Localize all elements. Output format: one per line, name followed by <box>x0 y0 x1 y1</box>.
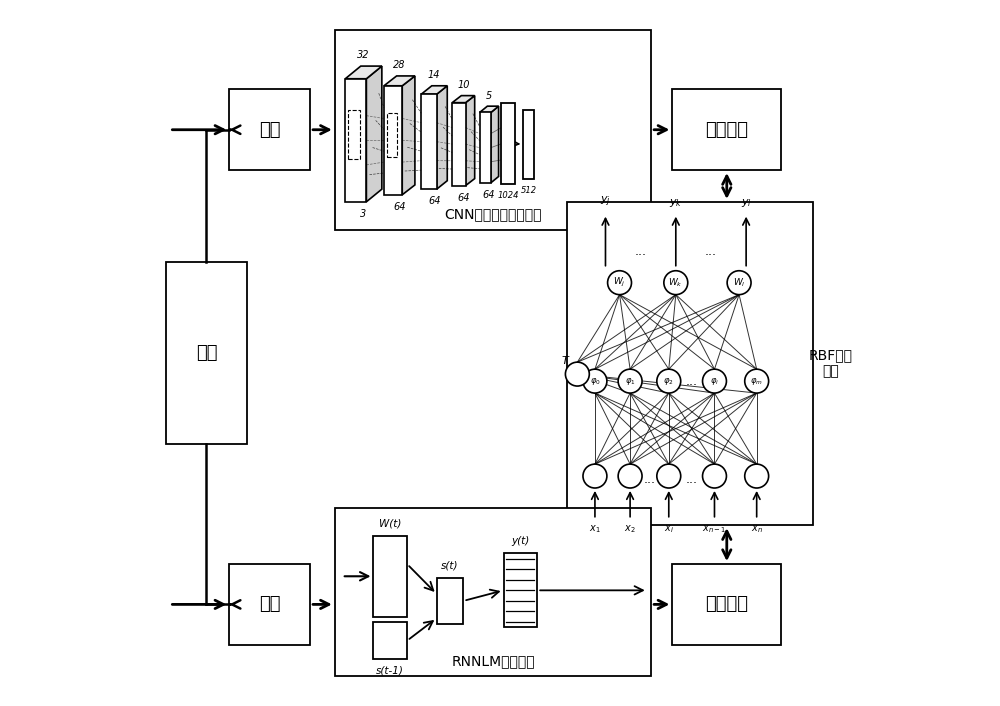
Polygon shape <box>437 85 447 189</box>
Text: 64: 64 <box>428 196 440 206</box>
Polygon shape <box>421 85 447 94</box>
Text: 32: 32 <box>357 50 370 61</box>
Circle shape <box>583 369 607 393</box>
Text: 10: 10 <box>457 80 470 90</box>
Text: RNNLM语言模型: RNNLM语言模型 <box>451 654 535 668</box>
Text: 14: 14 <box>428 70 440 80</box>
Text: 64: 64 <box>483 190 495 200</box>
Text: W(t): W(t) <box>379 519 401 529</box>
Circle shape <box>657 464 681 488</box>
Text: y(t): y(t) <box>511 537 530 546</box>
Text: 5: 5 <box>486 90 492 100</box>
Polygon shape <box>345 66 382 79</box>
Text: ...: ... <box>643 473 655 486</box>
Bar <box>387 113 397 157</box>
Circle shape <box>664 270 688 294</box>
Bar <box>501 103 515 184</box>
Text: 文本: 文本 <box>259 595 280 614</box>
Bar <box>166 262 247 444</box>
Text: $x_i$: $x_i$ <box>664 523 674 535</box>
Polygon shape <box>480 106 499 112</box>
Text: CNN多层卷积神经网络: CNN多层卷积神经网络 <box>444 208 542 222</box>
Circle shape <box>703 464 726 488</box>
Circle shape <box>618 464 642 488</box>
Bar <box>335 508 651 676</box>
Bar <box>504 554 537 627</box>
Text: 28: 28 <box>393 60 406 71</box>
Circle shape <box>608 270 632 294</box>
Text: $y_l$: $y_l$ <box>741 197 752 209</box>
Bar <box>672 564 781 645</box>
Text: ...: ... <box>635 244 647 258</box>
Text: $W_l$: $W_l$ <box>733 277 745 289</box>
Text: 64: 64 <box>457 193 470 203</box>
Bar <box>373 536 407 617</box>
Text: 64: 64 <box>393 202 406 212</box>
Text: $\varphi_i$: $\varphi_i$ <box>710 376 719 387</box>
Text: $y_k$: $y_k$ <box>669 197 683 209</box>
Text: 图像: 图像 <box>259 121 280 138</box>
Text: $x_1$: $x_1$ <box>589 523 601 535</box>
Text: $x_n$: $x_n$ <box>751 523 763 535</box>
Text: s(t-1): s(t-1) <box>376 666 404 676</box>
Text: $x_{n-1}$: $x_{n-1}$ <box>702 523 727 535</box>
Bar <box>437 578 463 623</box>
Polygon shape <box>384 76 415 85</box>
Text: s(t): s(t) <box>441 561 459 571</box>
Text: 图像单元: 图像单元 <box>705 121 748 138</box>
Circle shape <box>745 369 769 393</box>
Text: $\varphi_m$: $\varphi_m$ <box>750 376 763 387</box>
Text: 语言单元: 语言单元 <box>705 595 748 614</box>
Bar <box>345 79 366 202</box>
Polygon shape <box>452 95 475 102</box>
Circle shape <box>583 464 607 488</box>
Text: $y_j$: $y_j$ <box>600 194 611 209</box>
Polygon shape <box>402 76 415 195</box>
Bar <box>672 89 781 170</box>
Text: RBF神经
网络: RBF神经 网络 <box>809 349 853 378</box>
Text: 1024: 1024 <box>498 191 519 201</box>
Circle shape <box>745 464 769 488</box>
Bar <box>373 622 407 659</box>
Bar <box>480 112 491 183</box>
Circle shape <box>618 369 642 393</box>
Bar <box>335 30 651 230</box>
Bar <box>229 89 310 170</box>
Bar <box>348 109 360 159</box>
Bar <box>421 94 437 189</box>
Text: 3: 3 <box>360 209 367 219</box>
Circle shape <box>727 270 751 294</box>
Text: $x_2$: $x_2$ <box>624 523 636 535</box>
Text: $\varphi_1$: $\varphi_1$ <box>625 376 635 387</box>
Bar <box>384 85 402 195</box>
Bar <box>229 564 310 645</box>
Text: $W_k$: $W_k$ <box>668 277 683 289</box>
Text: ...: ... <box>705 244 717 258</box>
Bar <box>523 109 534 179</box>
Polygon shape <box>466 95 475 186</box>
Text: $\varphi_2$: $\varphi_2$ <box>663 376 674 387</box>
Text: ...: ... <box>686 473 698 486</box>
Text: $W_j$: $W_j$ <box>613 276 626 289</box>
Polygon shape <box>491 106 499 183</box>
Text: 512: 512 <box>521 186 537 195</box>
Circle shape <box>703 369 726 393</box>
Text: $\varphi_0$: $\varphi_0$ <box>590 376 600 387</box>
Polygon shape <box>366 66 382 202</box>
Text: ...: ... <box>686 375 698 388</box>
Circle shape <box>657 369 681 393</box>
Circle shape <box>565 362 589 386</box>
Bar <box>452 102 466 186</box>
Bar <box>567 202 813 525</box>
Text: T: T <box>561 357 568 366</box>
Text: 信息: 信息 <box>196 344 217 362</box>
